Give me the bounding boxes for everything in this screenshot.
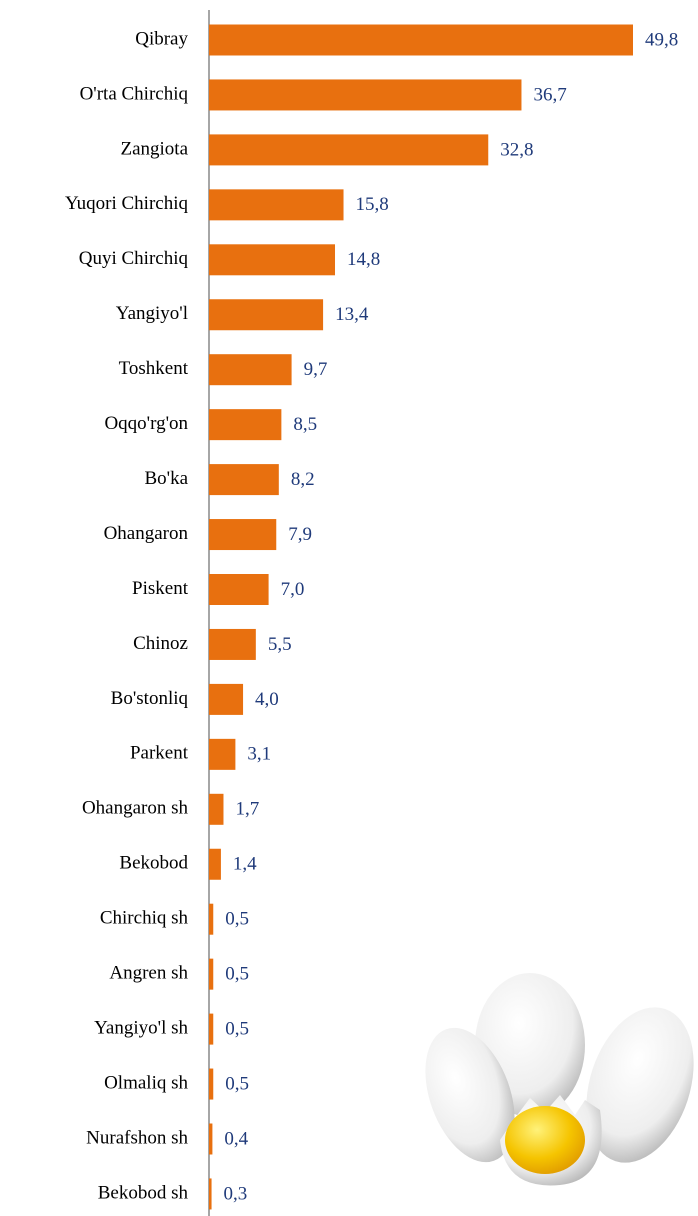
bar [209,904,213,935]
value-label: 14,8 [347,249,380,270]
bar [209,739,235,770]
category-label: Chinoz [133,633,188,654]
category-label: Ohangaron [104,523,189,544]
category-label: Yuqori Chirchiq [65,193,188,214]
value-label: 13,4 [335,304,369,325]
bar [209,629,256,660]
value-label: 1,7 [235,799,259,820]
bar [209,574,269,605]
value-label: 7,0 [281,579,305,600]
bar [209,1124,212,1155]
value-label: 0,4 [224,1128,248,1149]
bar [209,1178,212,1209]
category-label: Nurafshon sh [86,1127,188,1148]
value-label: 7,9 [288,524,312,545]
value-label: 0,5 [225,964,249,985]
category-label: Bekobod sh [98,1182,189,1203]
value-label: 5,5 [268,634,292,655]
value-label: 0,3 [224,1183,248,1204]
bar [209,1069,213,1100]
value-label: 3,1 [247,744,271,765]
value-label: 49,8 [645,29,678,50]
value-label: 0,5 [225,1073,249,1094]
category-label: Piskent [132,578,189,599]
chart: Qibray 49,8 O'rta Chirchiq 36,7 Zangiota 32,8… [0,0,698,1216]
value-label: 8,2 [291,469,315,490]
bar [209,1014,213,1045]
value-label: 1,4 [233,854,257,875]
category-label: Bo'ka [144,468,188,489]
bar [209,299,323,330]
bar [209,354,292,385]
egg-illustration [408,973,698,1185]
value-label: 9,7 [304,359,328,380]
value-label: 36,7 [533,84,566,105]
category-label: Toshkent [119,358,189,379]
bar [209,794,223,825]
category-label: Zangiota [120,138,188,159]
bar [209,244,335,275]
bar [209,189,344,220]
category-label: Qibray [135,28,188,49]
bar [209,464,279,495]
value-label: 8,5 [293,414,317,435]
bar [209,849,221,880]
bar [209,684,243,715]
value-label: 32,8 [500,139,533,160]
category-label: Chirchiq sh [100,908,189,929]
category-label: Parkent [130,743,189,764]
value-label: 15,8 [356,194,389,215]
yolk [505,1106,585,1174]
category-label: Yangiyo'l [116,303,188,324]
bar [209,134,488,165]
category-label: Quyi Chirchiq [79,248,189,269]
category-label: Bekobod [119,853,188,874]
bar [209,79,521,110]
bar [209,409,281,440]
category-label: Oqqo'rg'on [104,413,188,434]
category-label: Yangiyo'l sh [94,1017,188,1038]
category-label: Olmaliq sh [104,1072,188,1093]
page: {"chart_data": {"type": "bar", "orientat… [0,0,698,1216]
bar [209,959,213,990]
category-label: Ohangaron sh [82,798,189,819]
value-label: 4,0 [255,689,279,710]
category-label: Angren sh [109,963,188,984]
category-label: O'rta Chirchiq [80,83,189,104]
bar [209,519,276,550]
value-label: 0,5 [225,1018,249,1039]
category-label: Bo'stonliq [111,688,189,709]
value-label: 0,5 [225,909,249,930]
bar [209,25,633,56]
